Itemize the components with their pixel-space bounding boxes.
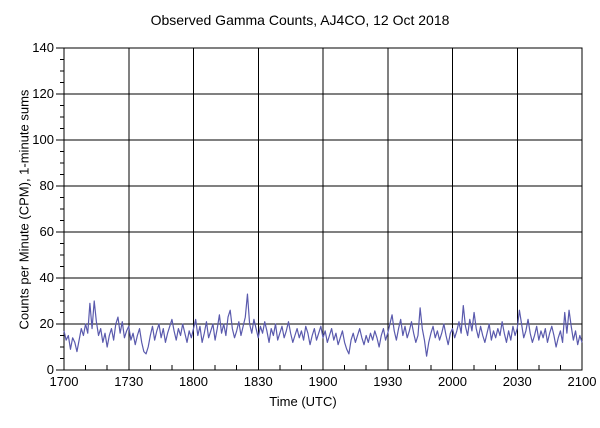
- x-tick-label: 1700: [49, 374, 79, 389]
- y-tick-label: 60: [39, 224, 54, 239]
- axis-ticks: [56, 47, 583, 371]
- x-tick-label: 1730: [114, 374, 144, 389]
- y-tick-label: 80: [39, 178, 54, 193]
- x-tick-label: 2100: [567, 374, 597, 389]
- x-tick-label: 1830: [243, 374, 273, 389]
- y-tick-label: 20: [39, 316, 54, 331]
- x-tick-label: 2000: [438, 374, 467, 389]
- gridlines: [64, 48, 582, 370]
- y-tick-label: 120: [32, 86, 54, 101]
- x-axis-title: Time (UTC): [269, 394, 337, 409]
- x-tick-label: 1930: [373, 374, 403, 389]
- y-tick-label: 40: [39, 270, 54, 285]
- x-tick-label: 2030: [502, 374, 532, 389]
- chart-title: Observed Gamma Counts, AJ4CO, 12 Oct 201…: [150, 12, 450, 28]
- plot-frame: [63, 47, 583, 371]
- y-tick-label: 0: [46, 362, 54, 377]
- y-tick-label: 140: [32, 40, 54, 55]
- y-tick-label: 100: [32, 132, 54, 147]
- data-series-line: [63, 293, 583, 357]
- x-tick-label: 1800: [179, 374, 208, 389]
- x-tick-label: 1900: [308, 374, 338, 389]
